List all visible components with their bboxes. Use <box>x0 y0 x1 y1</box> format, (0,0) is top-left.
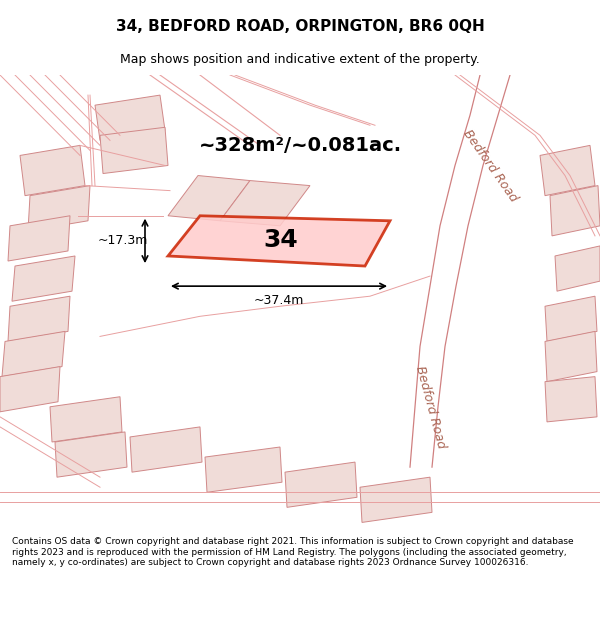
Polygon shape <box>8 296 70 341</box>
Text: ~17.3m: ~17.3m <box>98 234 148 248</box>
Polygon shape <box>168 216 390 266</box>
Polygon shape <box>545 377 597 422</box>
Polygon shape <box>545 296 597 341</box>
Polygon shape <box>2 331 65 377</box>
Text: Contains OS data © Crown copyright and database right 2021. This information is : Contains OS data © Crown copyright and d… <box>12 538 574 568</box>
Polygon shape <box>20 146 85 196</box>
Polygon shape <box>55 432 127 477</box>
Polygon shape <box>360 477 432 522</box>
Text: ~328m²/~0.081ac.: ~328m²/~0.081ac. <box>199 136 401 155</box>
Polygon shape <box>205 447 282 493</box>
Text: ~37.4m: ~37.4m <box>254 294 304 307</box>
Polygon shape <box>95 95 165 141</box>
Polygon shape <box>285 462 357 508</box>
Polygon shape <box>220 181 310 226</box>
Polygon shape <box>555 246 600 291</box>
Polygon shape <box>12 256 75 301</box>
Text: 34: 34 <box>263 228 298 252</box>
Polygon shape <box>540 146 595 196</box>
Text: Bedford Road: Bedford Road <box>413 364 447 449</box>
Text: 34, BEDFORD ROAD, ORPINGTON, BR6 0QH: 34, BEDFORD ROAD, ORPINGTON, BR6 0QH <box>116 19 484 34</box>
Polygon shape <box>168 176 250 221</box>
Polygon shape <box>550 186 600 236</box>
Polygon shape <box>0 367 60 412</box>
Polygon shape <box>50 397 122 442</box>
Polygon shape <box>100 127 168 174</box>
Polygon shape <box>545 331 597 382</box>
Polygon shape <box>130 427 202 472</box>
Polygon shape <box>8 216 70 261</box>
Text: Map shows position and indicative extent of the property.: Map shows position and indicative extent… <box>120 52 480 66</box>
Polygon shape <box>28 186 90 231</box>
Text: Bedford Road: Bedford Road <box>460 127 520 204</box>
